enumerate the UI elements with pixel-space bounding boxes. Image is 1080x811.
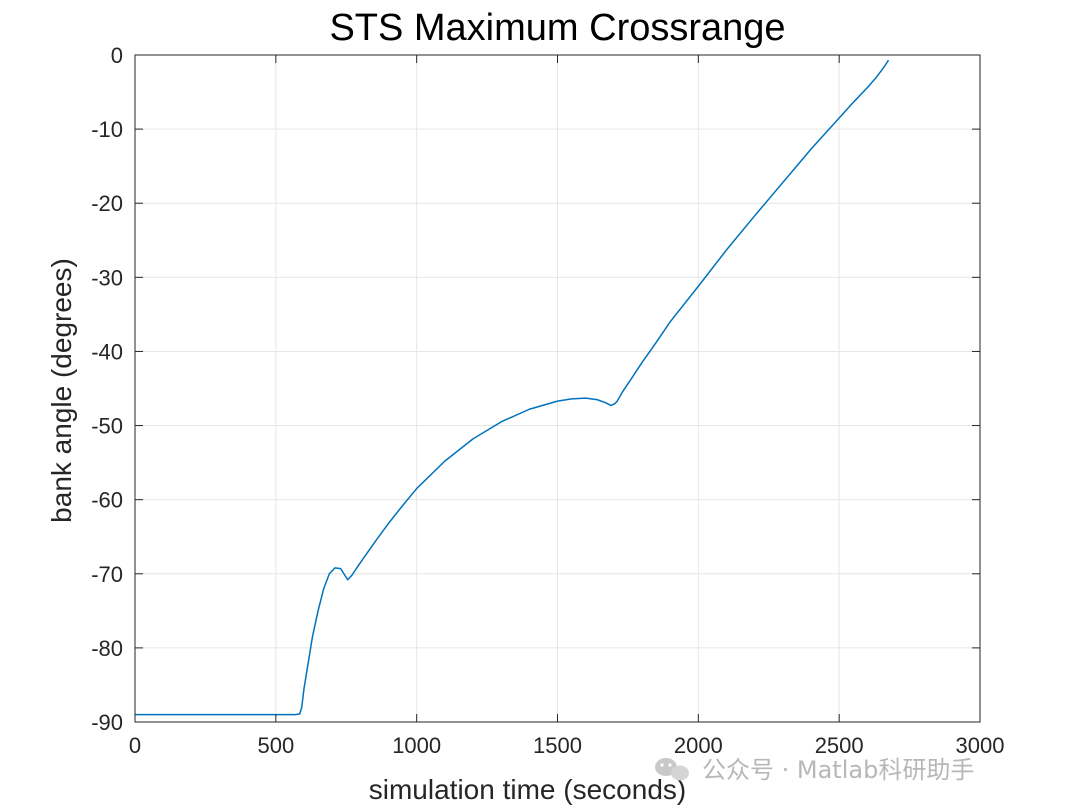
x-tick-label: 3000 [956,733,1005,758]
watermark-text: 公众号 · Matlab科研助手 [702,756,974,784]
grid [135,55,980,722]
chart-title: STS Maximum Crossrange [329,7,785,49]
x-tick-label: 1500 [533,733,582,758]
y-tick-label: -60 [91,488,123,513]
y-tick-label: -50 [91,414,123,439]
y-tick-label: -20 [91,191,123,216]
y-axis: 0 -10 -20 -30 -40 -50 -60 -70 -80 -90 [91,43,980,735]
y-tick-label: -10 [91,117,123,142]
x-tick-label: 0 [129,733,141,758]
y-tick-label: -30 [91,265,123,290]
y-tick-label: 0 [111,43,123,68]
x-tick-label: 1000 [392,733,441,758]
watermark: 公众号 · Matlab科研助手 [655,756,974,784]
y-tick-label: -90 [91,710,123,735]
x-tick-label: 2000 [674,733,723,758]
wechat-icon [655,758,689,781]
y-tick-label: -40 [91,339,123,364]
y-tick-label: -70 [91,562,123,587]
x-tick-label: 2500 [815,733,864,758]
y-axis-label: bank angle (degrees) [46,258,77,523]
x-axis-label: simulation time (seconds) [369,774,686,805]
y-tick-label: -80 [91,636,123,661]
x-axis: 0 500 1000 1500 2000 2500 3000 [129,55,1005,758]
series-line [135,59,890,716]
x-tick-label: 500 [257,733,294,758]
